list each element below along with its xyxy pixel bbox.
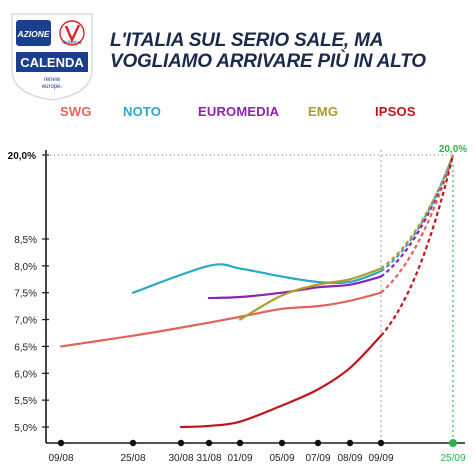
series-line-emg: [238, 267, 383, 321]
series-line-ipsos: [179, 334, 383, 429]
x-tick-dot: [278, 439, 286, 447]
legend-item-swg: SWG: [60, 104, 92, 119]
x-tick-label: 08/09: [337, 453, 362, 464]
headline: L'ITALIA SUL SERIO SALE, MA VOGLIAMO ARR…: [110, 30, 470, 72]
x-tick-dot: [177, 439, 185, 447]
x-tick-dot: [129, 439, 137, 447]
y-tick-label: 6,5%: [14, 342, 37, 353]
y-tick-label: 20,0%: [8, 151, 36, 162]
legend: SWG NOTO EUROMEDIA EMG IPSOS: [0, 104, 474, 126]
logo-azione-text: AZIONE: [16, 29, 49, 39]
y-tick-label: 7,5%: [14, 289, 37, 300]
series-projection-emg: [380, 154, 455, 270]
x-tick-dot: [449, 439, 457, 447]
series-projection-noto: [380, 154, 455, 273]
legend-item-emg: EMG: [308, 104, 339, 119]
y-tick-label: 5,0%: [14, 423, 37, 434]
target-label: 20,0%: [439, 144, 467, 155]
x-tick-label: 25/08: [120, 453, 145, 464]
x-tick-label: 05/09: [269, 453, 294, 464]
logo-italiaviva-text: italiaviva: [62, 40, 81, 46]
x-tick-label: 09/08: [48, 453, 73, 464]
x-tick-label: 30/08: [168, 453, 193, 464]
x-tick-dot: [236, 439, 244, 447]
headline-line-2: VOGLIAMO ARRIVARE PIÙ IN ALTO: [110, 51, 426, 72]
legend-item-euromedia: EUROMEDIA: [198, 104, 280, 119]
x-tick-label: 09/09: [368, 453, 393, 464]
logo-badge: AZIONE italiaviva CALENDA renew europe.: [11, 13, 93, 101]
series-projection-ipsos: [380, 154, 455, 337]
x-tick-label: 31/08: [196, 453, 221, 464]
x-tick-label: 07/09: [305, 453, 330, 464]
x-tick-dot: [346, 439, 354, 447]
y-tick-label: 7,0%: [14, 316, 37, 327]
y-tick-label: 5,5%: [14, 396, 37, 407]
y-tick-label: 8,5%: [14, 235, 37, 246]
x-tick-dot: [377, 439, 385, 447]
y-tick-label: 8,0%: [14, 262, 37, 273]
logo-calenda-text: CALENDA: [20, 55, 84, 70]
x-tick-dot: [205, 439, 213, 447]
x-tick-dot: [314, 439, 322, 447]
legend-item-ipsos: IPSOS: [375, 104, 416, 119]
headline-line-1: L'ITALIA SUL SERIO SALE, MA: [110, 30, 384, 51]
x-tick-dot: [57, 439, 65, 447]
series-line-swg: [59, 291, 383, 348]
logo-tagline-2: europe.: [42, 84, 63, 90]
x-tick-label: 01/09: [227, 453, 252, 464]
legend-item-noto: NOTO: [123, 104, 162, 119]
logo: AZIONE italiaviva CALENDA renew europe.: [6, 10, 98, 102]
series-line-noto: [131, 263, 383, 294]
x-tick-label: 25/09: [440, 453, 465, 464]
logo-tagline: renew: [44, 77, 61, 83]
y-tick-label: 6,0%: [14, 369, 37, 380]
